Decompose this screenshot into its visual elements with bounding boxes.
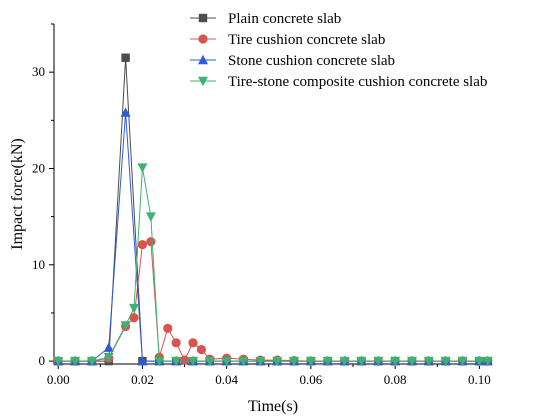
series-2 [53, 237, 493, 366]
data-point [187, 356, 198, 367]
axes: 0.00 0.02 0.04 0.06 0.08 0.10 0 10 20 30 [32, 23, 492, 387]
data-point [322, 356, 333, 367]
data-point [171, 356, 182, 367]
legend-label: Stone cushion concrete slab [228, 53, 395, 69]
x-tick-label: 0.04 [215, 372, 238, 387]
data-point [339, 356, 350, 367]
data-point [406, 356, 417, 367]
legend-item: Stone cushion concrete slab [190, 53, 395, 69]
x-tick-label: 0.06 [300, 372, 323, 387]
legend-marker [198, 13, 208, 23]
data-point [137, 355, 148, 366]
data-point [120, 321, 131, 331]
data-point [221, 356, 232, 367]
legend: Plain concrete slab Tire cushion concrete… [190, 11, 487, 90]
x-tick-label: 0.00 [47, 372, 70, 387]
data-point [137, 239, 148, 250]
data-point [255, 356, 266, 367]
data-point [154, 356, 165, 367]
legend-marker [198, 76, 208, 87]
legend-marker [198, 54, 208, 65]
data-point [171, 338, 181, 348]
x-tick-label: 0.10 [468, 372, 491, 387]
y-tick-label: 20 [32, 160, 45, 175]
series-1 [54, 53, 492, 366]
legend-marker [198, 34, 208, 44]
series-line [58, 167, 488, 362]
legend-item: Tire-stone composite cushion concrete sl… [190, 74, 487, 90]
data-point [70, 356, 81, 367]
legend-item: Plain concrete slab [190, 11, 341, 27]
x-tick-label: 0.02 [131, 372, 154, 387]
data-point [188, 338, 198, 348]
data-point [482, 356, 493, 367]
data-point [457, 356, 468, 367]
legend-item: Tire cushion concrete slab [190, 32, 385, 48]
data-point [146, 237, 156, 247]
data-point [129, 313, 139, 323]
legend-label: Plain concrete slab [228, 11, 341, 27]
y-tick-label: 0 [39, 353, 46, 368]
x-tick-label: 0.08 [384, 372, 407, 387]
data-point [103, 353, 114, 363]
legend-label: Tire cushion concrete slab [228, 32, 385, 48]
data-point [163, 323, 173, 333]
x-axis-label: Time(s) [248, 398, 298, 415]
data-point [272, 356, 283, 367]
data-point [289, 356, 300, 367]
data-point [53, 356, 64, 367]
y-tick-label: 30 [32, 64, 45, 79]
data-point [204, 356, 215, 367]
data-point [390, 356, 401, 367]
data-point [196, 344, 207, 355]
series-line [58, 240, 488, 362]
data-point [179, 355, 190, 365]
data-point [86, 356, 97, 367]
data-point [474, 356, 485, 367]
series-4 [53, 163, 493, 367]
data-point [373, 356, 384, 367]
data-point [129, 303, 140, 314]
data-point [423, 356, 434, 367]
data-point [145, 212, 156, 222]
data-point [121, 53, 130, 62]
data-point [120, 107, 131, 117]
data-point [137, 163, 148, 173]
data-point [440, 356, 451, 367]
legend-label: Tire-stone composite cushion concrete sl… [228, 74, 487, 90]
data-point [238, 356, 249, 367]
series-3 [53, 107, 493, 366]
data-point [305, 356, 316, 367]
data-point [103, 342, 114, 352]
y-tick-label: 10 [32, 257, 45, 272]
y-axis-label: Impact force(kN) [9, 138, 26, 250]
series-line [58, 57, 488, 362]
series-layer [53, 53, 493, 367]
data-point [356, 356, 367, 367]
